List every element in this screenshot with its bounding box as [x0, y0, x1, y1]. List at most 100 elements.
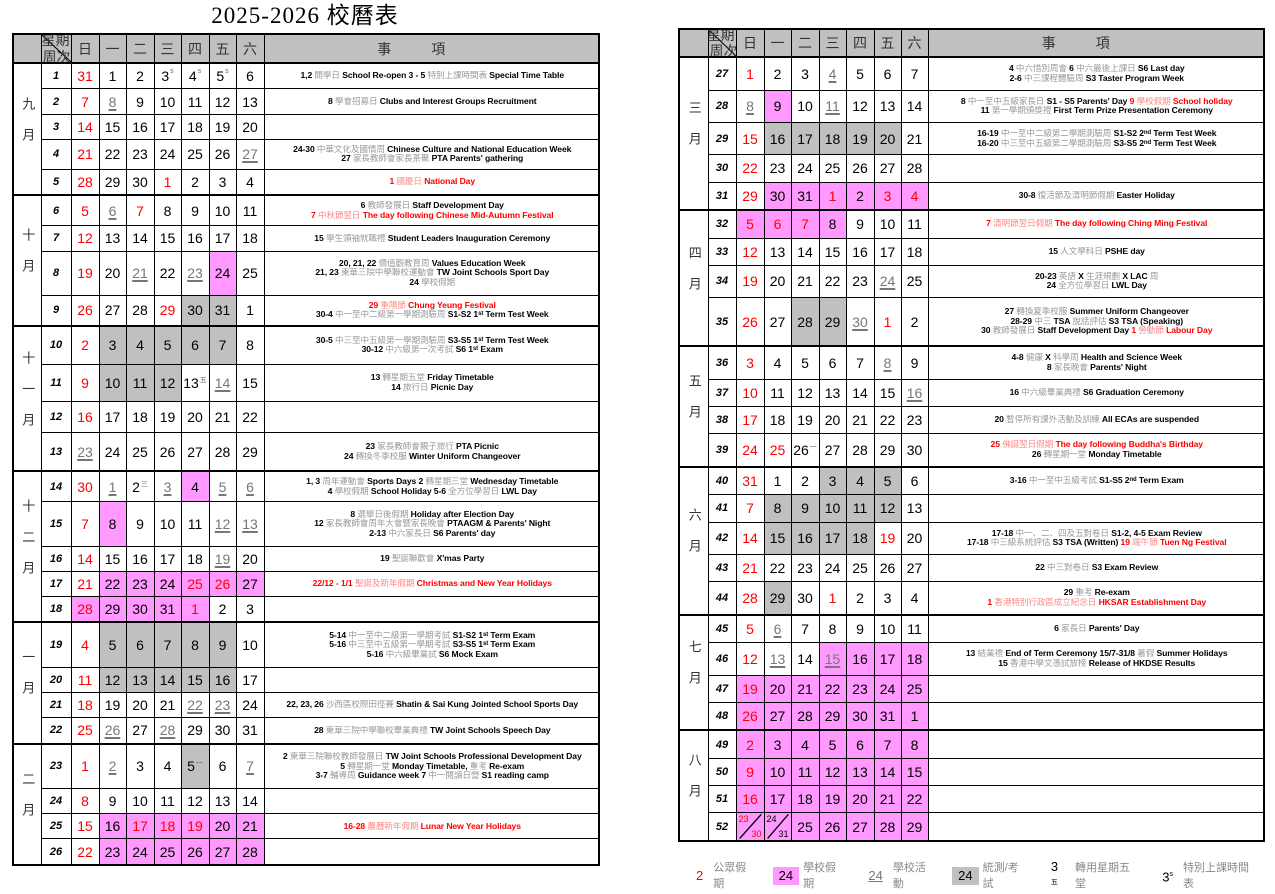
day-number: 24: [159, 146, 176, 163]
event-text: 14: [391, 382, 403, 392]
events-cell: 22, 23, 26 沙西區校際田徑賽 Shatin & Sai Kung Jo…: [263, 691, 600, 719]
day-cell: 30: [125, 168, 155, 196]
event-line: 14 旅行日 Picnic Day: [267, 383, 599, 393]
day-number: 22: [159, 265, 176, 282]
day-cell: 28: [735, 581, 765, 616]
event-text: 中六級畢業試: [385, 649, 439, 659]
day-cell: 18: [70, 691, 100, 719]
day-cell: 2: [98, 743, 127, 789]
day-number: 26: [214, 146, 231, 163]
day-cell: 9: [125, 501, 155, 547]
day-number: 10: [742, 384, 758, 401]
week-number: 3: [40, 113, 72, 140]
event-line: 2-6 中三課程體驗周 S3 Taster Program Week: [931, 74, 1264, 84]
day-number: 9: [136, 515, 144, 532]
week-number: 39: [707, 433, 737, 468]
events-cell: [263, 595, 600, 623]
event-text: 16-19: [977, 129, 1001, 139]
day-number: 3: [218, 173, 227, 190]
legend-item-public-holiday: 2 公眾假期: [690, 860, 757, 892]
day-cell: 24: [235, 691, 265, 719]
day-cell: 4: [180, 470, 210, 503]
events-cell: 16-28 農曆新年假期 Lunar New Year Holidays: [263, 813, 600, 840]
event-line: 15 人文學科日 PSHE day: [931, 247, 1264, 257]
event-line: 7 清明節翌日假期 The day following Ching Ming F…: [931, 219, 1264, 229]
day-cell: 20: [763, 674, 792, 703]
day-number: 1: [191, 601, 199, 618]
event-text: 30-8: [1018, 190, 1038, 200]
day-number: 19: [852, 130, 868, 147]
day-header: 六: [900, 28, 929, 58]
day-number: 19: [214, 118, 231, 135]
event-line: 30-5 中三至中五級第一學期測驗周 S3-S5 1st Term Test W…: [267, 336, 599, 346]
week-row: 15 7 8 9 10 11 12 13 8 選舉日後假期 Holiday after Elec…: [13, 501, 600, 547]
day-number: 21: [852, 412, 868, 429]
day-number: 23: [77, 443, 93, 460]
week-row: 28 8 9 10 11 12 13 14 8 中一至中五級家長日 S1 - S5 Parent…: [679, 89, 1265, 123]
day-number: 31: [77, 68, 93, 85]
events-cell: 15 學生領袖就職禮 Student Leaders Inauguration …: [263, 225, 600, 252]
events-cell: [263, 666, 600, 693]
day-cell: 24: [790, 154, 820, 183]
day-number: 9: [910, 354, 919, 371]
day-cell: 3: [818, 466, 847, 496]
day-number: 20: [769, 680, 786, 697]
event-line: 29 重陽節 Chung Yeung Festival: [267, 301, 599, 311]
day-cell: 29: [900, 812, 929, 842]
event-text: 5: [340, 761, 348, 771]
event-text: 12: [314, 519, 326, 529]
day-cell: 7: [70, 88, 100, 115]
day-cell: 24: [208, 250, 237, 296]
day-cell: 8: [180, 621, 210, 668]
event-line: 2 東華三院聯校教師發展日 TW Joint Schools Professio…: [267, 752, 599, 762]
event-text: 勞動節: [1138, 326, 1167, 336]
day-number: 11: [907, 620, 922, 637]
day-number: 3: [883, 589, 892, 606]
event-text: Re-exam: [1094, 588, 1130, 598]
day-number: 12: [742, 243, 758, 260]
day-cell: 18: [900, 642, 929, 676]
day-cell: 15: [818, 237, 847, 266]
day-cell: 21: [845, 405, 875, 435]
day-cell: 8: [153, 194, 182, 227]
event-line: 25 佛誕翌日假期 The day following Buddha's Bir…: [931, 440, 1264, 450]
day-number: 14: [77, 118, 93, 135]
timetable-marker: 一: [809, 443, 817, 451]
day-cell: 5: [208, 470, 237, 503]
day-cell: 2: [845, 181, 875, 211]
event-text: 7: [310, 210, 318, 220]
events-cell: 30-8 復活節及清明節假期 Easter Holiday: [927, 181, 1265, 211]
day-number: 12: [187, 793, 203, 810]
day-cell: 5: [153, 325, 182, 365]
day-cell: 6: [98, 194, 127, 227]
day-cell: 12: [70, 225, 100, 252]
month-label: 二月: [20, 771, 36, 834]
day-cell: 12: [98, 666, 127, 693]
day-cell: 15: [763, 521, 792, 555]
event-line: 6 教師發展日 Staff Development Day: [267, 201, 599, 211]
day-number: 15: [879, 384, 896, 401]
weekday-label: 星期: [41, 34, 70, 48]
day-number: 11: [770, 384, 785, 401]
event-text: 佛誕翌日假期: [1002, 440, 1056, 450]
events-cell: [263, 787, 600, 815]
event-line: 22/12 - 1/1 聖誕及新年假期 Christmas and New Ye…: [267, 579, 599, 589]
day-header: 一: [98, 33, 127, 64]
week-row: 5 28 29 30 1 2 3 4 1 國慶日 National Day: [13, 168, 600, 196]
day-cell: 1: [873, 297, 902, 347]
event-text: End of Term Ceremony 15/7-31/8: [1005, 649, 1138, 659]
event-text: TSA: [1053, 316, 1073, 326]
day-number: 24: [242, 697, 258, 714]
day-cell: 9: [70, 363, 100, 402]
event-text: TW Joint Schools Professional Developmen…: [385, 751, 582, 761]
week-number: 34: [707, 264, 737, 299]
event-text: Parents' Night: [1090, 362, 1147, 372]
day-cell: 8: [98, 501, 127, 547]
day-cell: 5: [735, 209, 765, 239]
day-number: 9: [218, 637, 227, 654]
day-cell: 7: [873, 729, 902, 759]
event-line: 30-4 中一至中二級第一學期測驗周 S1-S2 1st Term Test W…: [267, 310, 599, 320]
day-number: 2: [856, 589, 864, 606]
day-number: 4: [81, 637, 89, 654]
day-number: 22: [104, 575, 121, 592]
